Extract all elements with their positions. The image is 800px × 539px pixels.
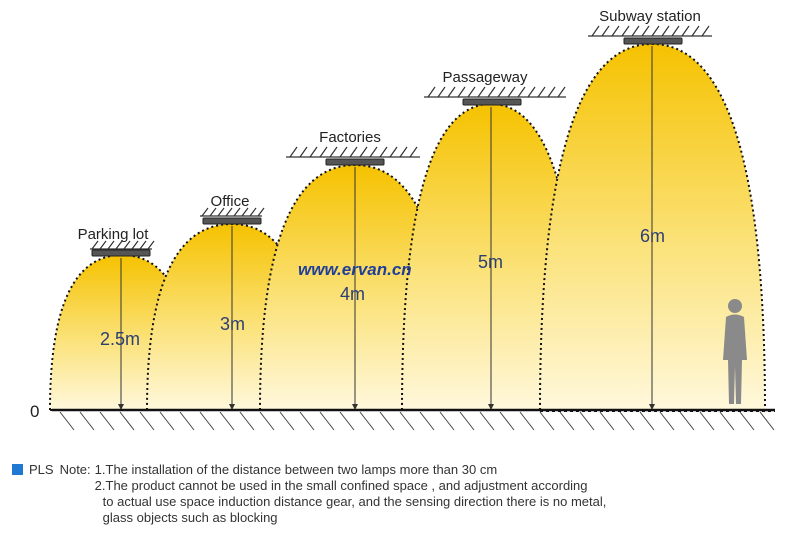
ceiling-parking-lot [90,240,155,250]
place-label-passageway: Passageway [442,69,528,86]
note-label: Note: [59,462,91,477]
height-label-subway-station: 6m [640,226,665,246]
website-watermark: www.ervan.cn [298,260,412,279]
place-label-parking-lot: Parking lot [78,226,150,243]
person-icon [723,299,747,404]
place-label-subway-station: Subway station [599,8,701,25]
product-square-icon [12,464,23,475]
height-label-passageway: 5m [478,252,503,272]
lamp-subway-station [623,37,683,45]
ceiling-passageway [424,86,566,98]
lamp-office [202,217,262,225]
note-line-4: glass objects such as blocking [102,510,278,525]
height-label-parking-lot: 2.5m [100,329,140,349]
note-line-2: 2.The product cannot be used in the smal… [94,478,588,493]
ceiling-factories [286,146,420,158]
zero-label: 0 [30,402,39,421]
product-name: PLS [29,462,54,477]
place-label-factories: Factories [319,129,381,146]
height-label-office: 3m [220,314,245,334]
notes-section: PLS Note: 1.The installation of the dist… [12,462,792,526]
ceiling-subway-station [588,25,712,37]
lamp-factories [325,158,385,166]
lamp-parking-lot [91,249,151,257]
ceiling-office [200,207,265,217]
place-label-office: Office [211,193,250,210]
note-line-3: to actual use space induction distance g… [102,494,607,509]
note-line-1: 1.The installation of the distance betwe… [94,462,498,477]
floor-hatching [59,411,775,431]
lamp-passageway [462,98,522,106]
height-label-factories: 4m [340,284,365,304]
